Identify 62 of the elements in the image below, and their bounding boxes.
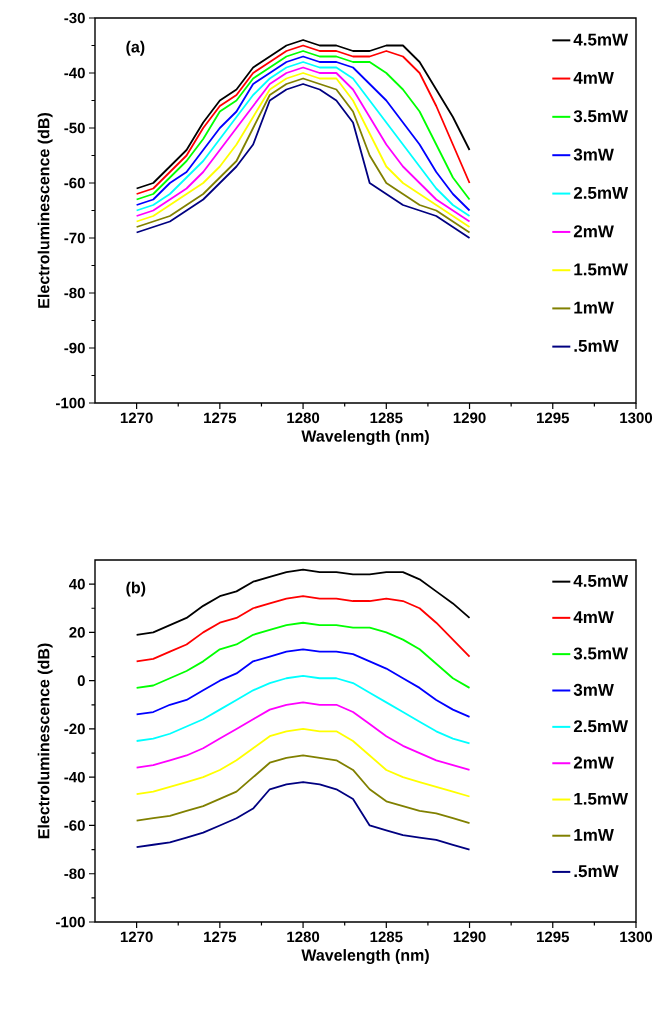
y-axis-title: Electroluminescence (dB) (37, 113, 53, 308)
x-tick-label: 1275 (204, 931, 237, 943)
legend-label: 4.5mW (573, 575, 629, 587)
legend-label: 4mW (573, 611, 614, 623)
x-tick-label: 1295 (537, 412, 570, 424)
x-tick-label: 1285 (370, 931, 403, 943)
x-tick-label: 1290 (453, 931, 486, 943)
line-series (135, 674, 471, 745)
line-series (135, 728, 471, 798)
x-tick-label: 1270 (120, 931, 153, 943)
x-tick-label: 1300 (620, 412, 653, 424)
legend-label: 3.5mW (573, 647, 629, 660)
y-tick-label: -30 (64, 12, 85, 24)
legend-label: 2.5mW (573, 720, 629, 733)
y-tick-label: -80 (64, 868, 85, 880)
line-series (135, 754, 471, 824)
x-tick-label: 1295 (537, 931, 570, 943)
x-tick-label: 1275 (204, 412, 237, 424)
x-tick-label: 1280 (287, 412, 320, 424)
y-tick-label: -50 (64, 122, 85, 134)
legend-label: .5mW (574, 865, 619, 878)
y-tick-label: -80 (64, 287, 85, 299)
y-tick-label: -90 (64, 342, 85, 354)
y-tick-label: -100 (56, 916, 85, 928)
line-series (135, 621, 471, 689)
annotation: (b) (126, 581, 146, 597)
legend-label: 4.5mW (573, 33, 629, 46)
legend-label: 3mW (573, 148, 614, 161)
x-tick-label: 1290 (453, 412, 486, 424)
legend-label: 4mW (573, 71, 614, 84)
legend-label: 3.5mW (573, 110, 629, 123)
legend-label: 2.5mW (573, 186, 629, 199)
legend-label: .5mW (574, 340, 619, 352)
legend-label: 2mW (573, 756, 614, 769)
legend-label: 1mW (574, 829, 614, 841)
line-series (135, 701, 471, 771)
annotation: (a) (126, 40, 145, 56)
x-tick-label: 1285 (370, 412, 403, 424)
y-tick-label: -100 (56, 397, 85, 409)
line-series (135, 595, 471, 663)
x-axis-title: Wavelength (nm) (301, 949, 429, 965)
y-tick-label: 0 (77, 675, 85, 686)
y-tick-label: 20 (69, 627, 85, 638)
y-tick-label: -40 (64, 771, 85, 783)
x-tick-label: 1280 (287, 931, 320, 943)
x-axis-title: Wavelength (nm) (301, 430, 429, 446)
line-series (135, 648, 471, 718)
legend-label: 1.5mW (574, 263, 629, 276)
y-axis-title: Electroluminescence (dB) (37, 643, 53, 839)
x-tick-label: 1270 (120, 412, 153, 424)
y-tick-label: 40 (69, 578, 85, 590)
y-tick-label: -20 (64, 723, 85, 735)
y-tick-label: -60 (64, 820, 85, 831)
line-series (135, 781, 471, 851)
x-tick-label: 1300 (620, 931, 653, 943)
y-tick-label: -40 (64, 67, 85, 79)
legend-label: 2mW (573, 225, 614, 238)
legend-label: 3mW (573, 683, 614, 696)
y-tick-label: -70 (64, 232, 85, 244)
legend-label: 1mW (574, 301, 614, 314)
y-tick-label: -60 (64, 177, 85, 189)
legend-label: 1.5mW (574, 792, 629, 805)
